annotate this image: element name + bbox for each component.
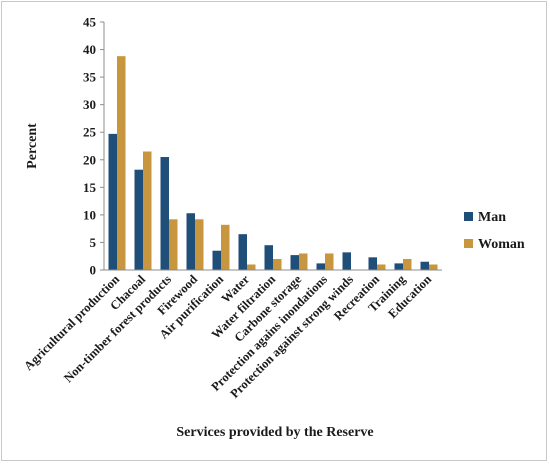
bar-woman [221, 224, 230, 270]
legend-label-woman: Woman [478, 237, 525, 252]
x-axis-title: Services provided by the Reserve [176, 425, 373, 440]
bar-man [212, 250, 221, 270]
bar-woman [299, 253, 308, 270]
y-tick-label: 20 [83, 152, 96, 167]
x-category-label: Agricultural production [21, 272, 122, 373]
bar-man [290, 255, 299, 270]
bar-man [238, 234, 247, 270]
legend-swatch-woman [464, 239, 473, 248]
bar-man [160, 157, 169, 270]
y-axis-title: Percent [25, 123, 40, 169]
legend-swatch-man [464, 212, 473, 221]
bar-woman [195, 219, 204, 270]
legend-label-man: Man [478, 210, 506, 225]
bar-woman [429, 264, 438, 270]
bar-woman [247, 264, 256, 270]
bar-man [264, 245, 273, 270]
bar-man [368, 257, 377, 270]
bar-man [108, 133, 117, 270]
y-tick-label: 0 [90, 263, 97, 278]
y-tick-label: 25 [83, 125, 97, 140]
y-tick-label: 15 [83, 180, 97, 195]
bar-woman [143, 151, 152, 270]
bar-man [186, 213, 195, 270]
bar-man [394, 263, 403, 270]
y-tick-label: 10 [83, 207, 96, 222]
bar-man [316, 263, 325, 270]
bar-woman [273, 258, 282, 270]
y-tick-label: 40 [83, 42, 96, 57]
y-tick-label: 35 [83, 70, 97, 85]
bar-woman [377, 264, 386, 270]
x-category-label: Non-timber forest products [61, 272, 174, 385]
y-tick-label: 30 [83, 97, 96, 112]
bar-woman [403, 258, 412, 270]
bars [108, 56, 438, 271]
bar-woman [117, 56, 126, 271]
bar-man [420, 261, 429, 270]
y-tick-label: 45 [83, 15, 97, 30]
x-axis-category-labels: Agricultural productionChacoalNon-timber… [21, 272, 434, 401]
y-tick-label: 5 [90, 235, 97, 250]
axes [103, 22, 442, 271]
bar-woman [169, 219, 178, 270]
bar-woman [325, 253, 334, 270]
y-axis-ticks: 0 5 10 15 20 25 30 35 40 45 [83, 15, 104, 278]
legend: Man Woman [464, 210, 525, 252]
bar-man [134, 169, 143, 270]
bar-man [342, 252, 351, 270]
